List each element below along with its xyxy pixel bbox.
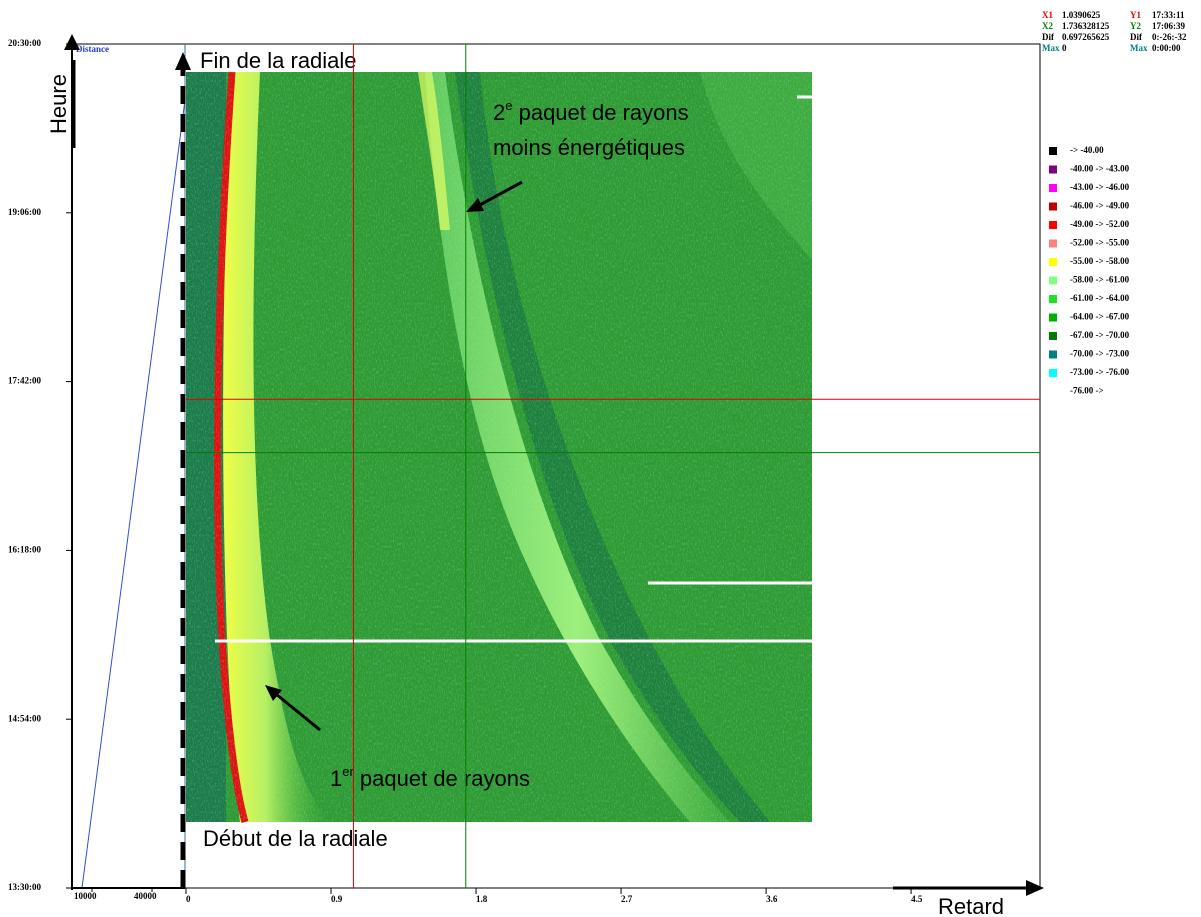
legend-label: -52.00 -> -55.00 [1070,238,1130,248]
cursor-value: 17:06:39 [1152,21,1185,31]
distance-line [81,99,186,889]
y-tick-label: 20:30:00 [8,38,41,48]
legend-label: -43.00 -> -46.00 [1070,182,1130,192]
arrow-head [175,52,191,70]
legend-label: -> -40.00 [1070,145,1104,155]
max-name: Max [1130,43,1148,53]
annotation: Fin de la radiale [200,48,357,73]
dif-y: 0:-26:-32 [1152,32,1187,42]
annotation-part: paquet de rayons [354,766,530,791]
legend-label: -67.00 -> -70.00 [1070,330,1130,340]
y-axis-title: Heure [46,74,71,134]
y-tick-label: 17:42:00 [8,376,41,386]
legend-label: -61.00 -> -64.00 [1070,293,1130,303]
x-tick-label: 1.8 [476,894,488,904]
distance-tick-label: 40000 [134,891,157,901]
cursor-name: Y2 [1130,21,1141,31]
cursor-value: 1.736328125 [1062,21,1110,31]
legend-swatch [1049,221,1057,229]
dif-name: Dif [1130,32,1143,42]
cursor-value: 1.0390625 [1062,10,1101,20]
max-x: 0 [1062,43,1067,53]
legend-swatch [1049,313,1057,322]
x-tick-label: 2.7 [621,894,633,904]
y-tick-label: 16:18:00 [8,544,41,554]
legend-label: -73.00 -> -76.00 [1070,367,1130,377]
legend-swatch [1049,276,1057,285]
cursor-name: Y1 [1130,10,1141,20]
legend-label: -58.00 -> -61.00 [1070,275,1130,285]
y-tick-label: 19:06:00 [8,207,41,217]
arrow-head [64,34,80,50]
x-axis-title: Retard [938,894,1004,917]
annotation-part: paquet de rayons [512,100,688,125]
annotation-part: 1 [330,766,342,791]
legend-label: -46.00 -> -49.00 [1070,201,1130,211]
legend-swatch [1049,369,1057,377]
max-name: Max [1042,43,1060,53]
legend-label: -64.00 -> -67.00 [1070,312,1130,322]
distance-tick-label: 10000 [74,891,97,901]
heatmap [186,71,812,823]
legend-swatch [1049,184,1057,192]
annotation: Début de la radiale [203,826,388,851]
annotation-sup: e [505,98,512,113]
legend-swatch [1049,350,1057,359]
legend-swatch [1049,295,1057,303]
arrow-head [466,198,484,212]
legend-swatch [1049,258,1057,266]
annotation: moins énergétiques [493,135,685,160]
legend-label: -55.00 -> -58.00 [1070,256,1130,266]
legend-swatch [1049,202,1057,211]
annotation-part: 2 [493,100,505,125]
arrow [275,692,321,732]
y-tick-label: 14:54:00 [8,713,41,723]
x-tick-label: 3.6 [766,894,778,904]
legend-swatch [1049,332,1057,340]
x-tick-label: 0.9 [331,894,343,904]
legend-label: -49.00 -> -52.00 [1070,219,1130,229]
legend-label: -40.00 -> -43.00 [1070,164,1130,174]
dif-x: 0.697265625 [1062,32,1110,42]
annotation: 1er paquet de rayons [330,764,530,791]
legend-swatch [1049,165,1057,174]
legend-swatch [1049,239,1057,248]
arrow-head [1026,880,1044,896]
legend-label: -70.00 -> -73.00 [1070,349,1130,359]
distance-label: Distance [76,44,109,54]
cursor-name: X2 [1042,21,1053,31]
dif-name: Dif [1042,32,1055,42]
cursor-value: 17:33:11 [1152,10,1185,20]
arrow [477,180,523,208]
cursor-name: X1 [1042,10,1053,20]
annotation: 2e paquet de rayons [493,98,689,125]
legend-swatch [1049,387,1057,396]
x-tick-label: 0 [186,894,191,904]
legend-swatch [1049,147,1057,155]
arrow-head [265,685,282,701]
annotation-sup: er [342,764,354,779]
legend-label: -76.00 -> [1070,386,1104,396]
x-tick-label: 4.5 [911,894,923,904]
max-y: 0:00:00 [1152,43,1181,53]
y-tick-label: 13:30:00 [8,882,41,892]
